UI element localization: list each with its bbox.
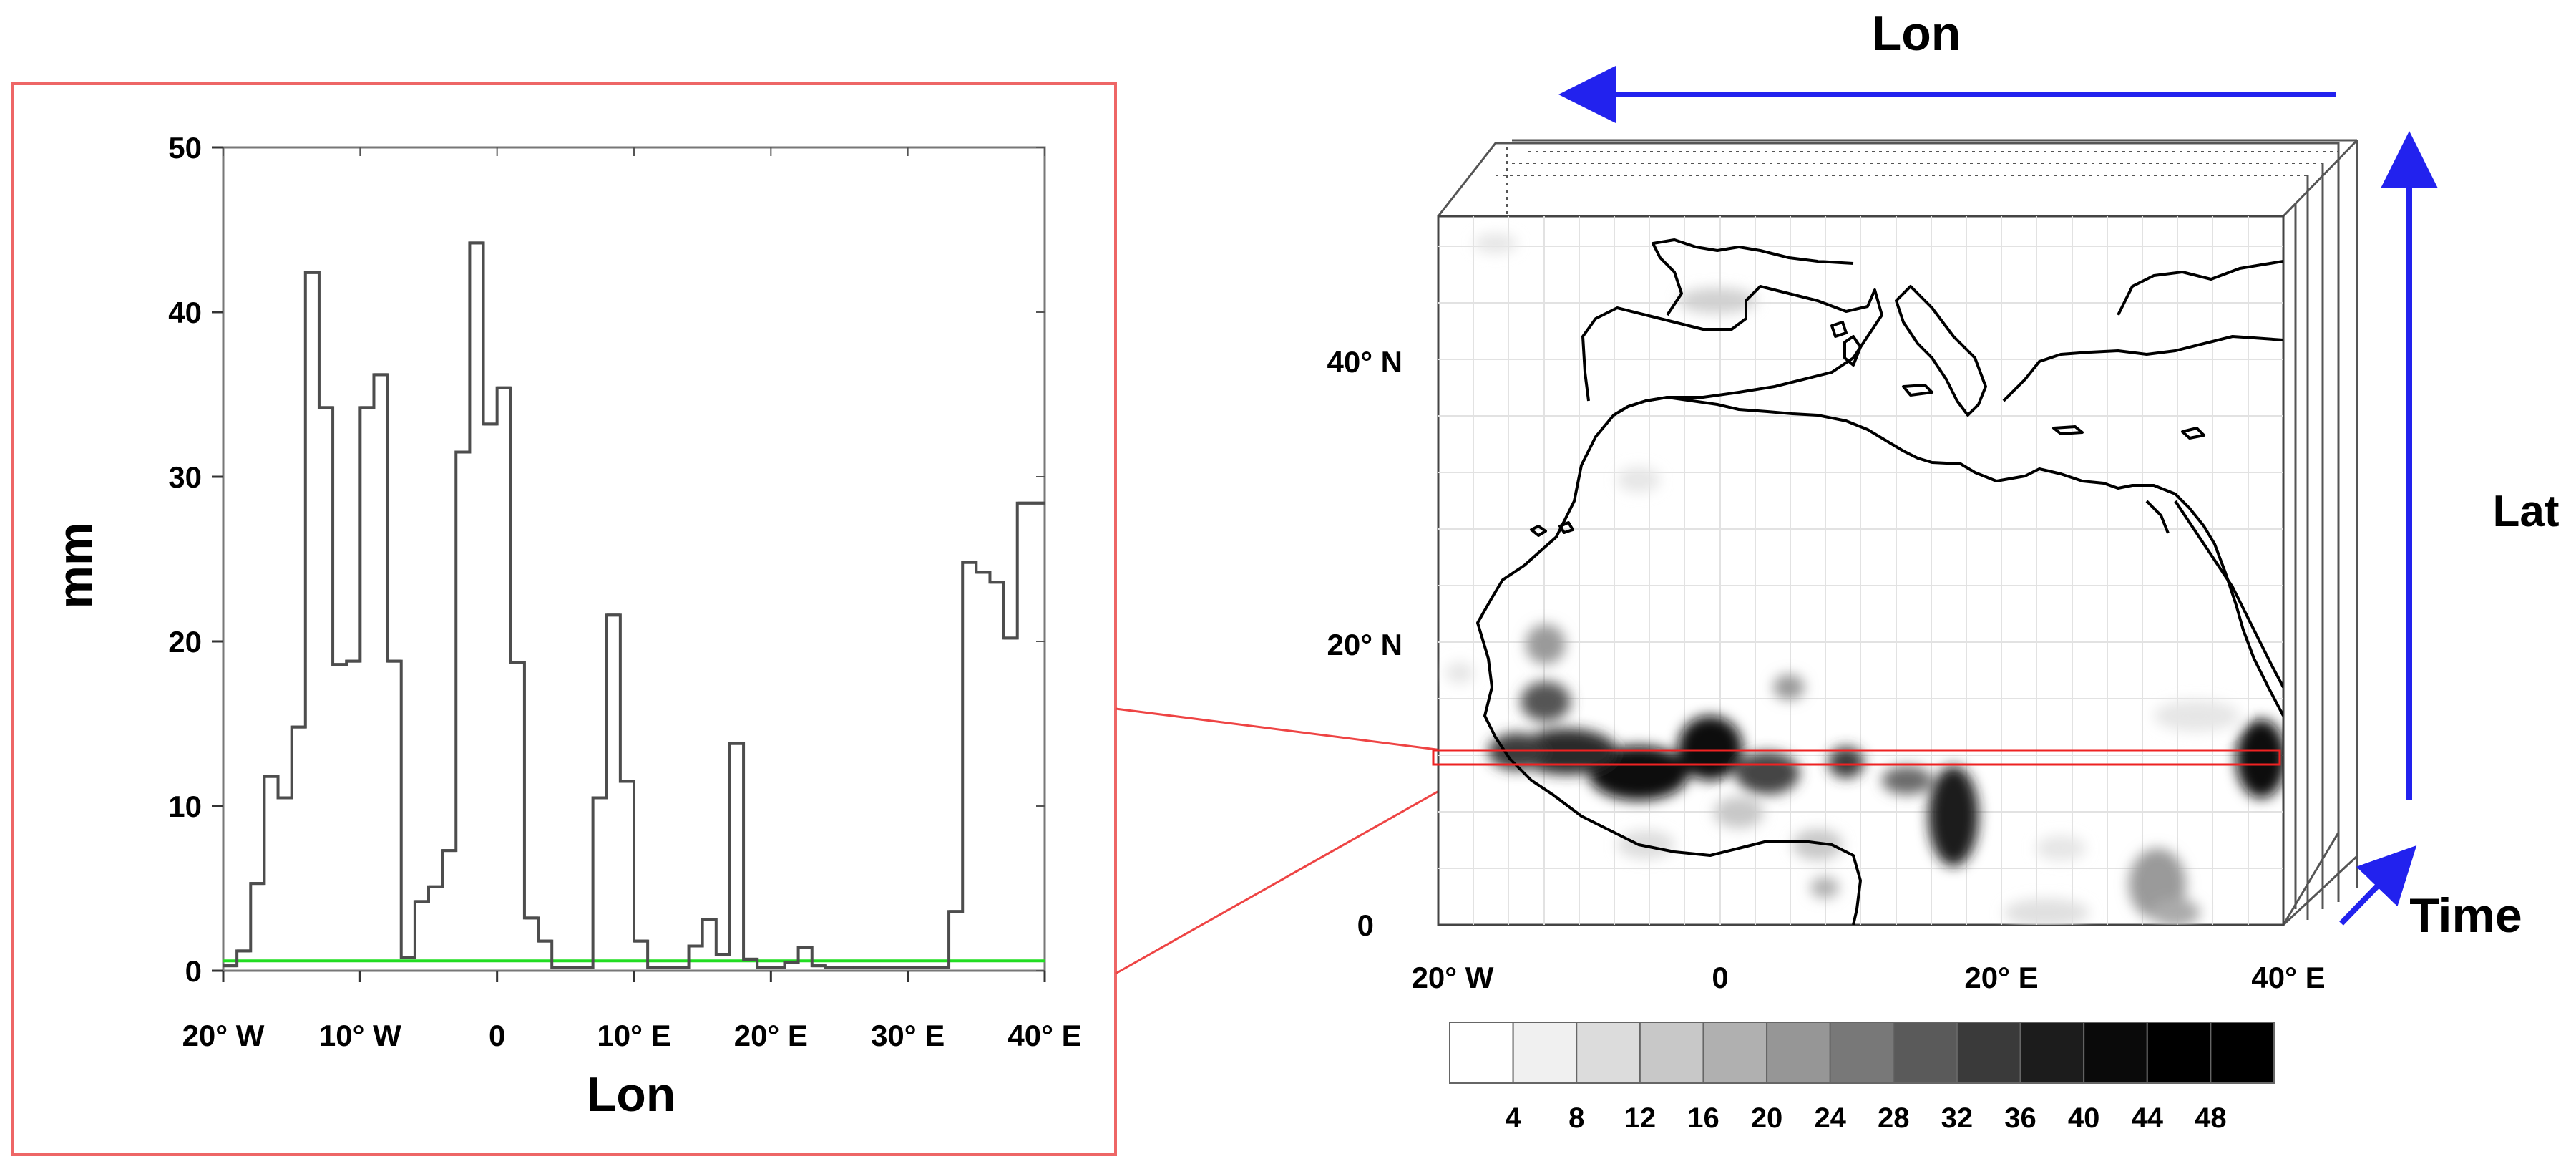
y-axis-ticks: 0 10 20 30 40 50	[168, 131, 1045, 988]
y-tick-label: 10	[168, 790, 202, 823]
inset-frame	[11, 82, 1117, 1156]
y-tick-label: 20	[168, 625, 202, 659]
colorbar-swatch	[1829, 1022, 1895, 1084]
colorbar-level-label: 28	[1878, 1102, 1910, 1134]
map-y-tick-40N: 40° N	[1327, 345, 1402, 379]
zoom-connector-bottom	[1115, 756, 1499, 975]
precipitation-map-panel: 40° N 20° N 0 20° W 0 20° E 40° E Lon La…	[1327, 6, 2559, 1134]
map-x-tick-20E: 20° E	[1964, 961, 2038, 994]
colorbar-level-label: 12	[1624, 1102, 1657, 1134]
colorbar-swatch	[1893, 1022, 1958, 1084]
colorbar-swatch	[1512, 1022, 1578, 1084]
colorbar-swatch	[1956, 1022, 2021, 1084]
colorbar-level-label: 36	[2004, 1102, 2036, 1134]
colorbar-swatch	[2146, 1022, 2212, 1084]
x-tick-label: 10° W	[319, 1019, 401, 1052]
colorbar-swatch	[1766, 1022, 1831, 1084]
colorbar-swatch	[1449, 1022, 1514, 1084]
colorbar-swatch	[1639, 1022, 1704, 1084]
y-tick-label: 40	[168, 296, 202, 329]
y-tick-label: 50	[168, 131, 202, 165]
x-tick-label: 20° E	[734, 1019, 808, 1052]
longitude-profile-panel: 0 10 20 30 40 50 20° W 10° W 0 10° E 20° E 30° E 40…	[11, 82, 1117, 1156]
series-layer	[223, 241, 1045, 969]
map-y-tick-20N: 20° N	[1327, 628, 1402, 661]
map-x-tick-40E: 40° E	[2251, 961, 2325, 994]
x-tick-label: 10° E	[597, 1019, 670, 1052]
x-axis-ticks: 20° W 10° W 0 10° E 20° E 30° E 40° E	[182, 147, 1082, 1052]
colorbar-level-label: 40	[2068, 1102, 2100, 1134]
x-tick-label: 0	[489, 1019, 505, 1052]
highlight-latitude-band	[1432, 749, 2281, 766]
x-axis-title: Lon	[587, 1067, 676, 1122]
map-x-tick-0: 0	[1712, 961, 1728, 994]
time-axis-title: Time	[2409, 888, 2522, 943]
colorbar-swatch	[1576, 1022, 1641, 1084]
map-y-tick-0: 0	[1357, 908, 1374, 942]
colorbar-swatch	[2083, 1022, 2148, 1084]
colorbar-swatch	[2019, 1022, 2085, 1084]
colorbar-level-label: 48	[2195, 1102, 2227, 1134]
x-tick-label: 20° W	[182, 1019, 265, 1052]
y-axis-title: mm	[48, 523, 102, 609]
colorbar-level-label: 16	[1687, 1102, 1719, 1134]
lat-axis-title: Lat	[2493, 487, 2560, 536]
colorbar-swatch	[1702, 1022, 1768, 1084]
colorbar-level-label: 32	[1941, 1102, 1974, 1134]
time-arrow	[2339, 845, 2417, 926]
colorbar-level-label: 24	[1814, 1102, 1846, 1134]
map-gridlines	[1438, 216, 2283, 925]
y-tick-label: 30	[168, 460, 202, 494]
colorbar-level-label: 20	[1751, 1102, 1783, 1134]
coastlines	[1476, 238, 2283, 925]
map-x-tick-20W: 20° W	[1412, 961, 1494, 994]
lon-axis-title: Lon	[1872, 6, 1961, 61]
colorbar-level-label: 44	[2132, 1102, 2164, 1134]
x-tick-label: 40° E	[1008, 1019, 1081, 1052]
colorbar-level-label: 4	[1505, 1102, 1521, 1134]
colorbar: 4 8 12 16 20 24 28 32 36 40 44 48	[1449, 1022, 2275, 1134]
colorbar-swatch	[2210, 1022, 2275, 1084]
x-tick-label: 30° E	[871, 1019, 945, 1052]
y-tick-label: 0	[185, 954, 202, 988]
colorbar-level-label: 8	[1568, 1102, 1584, 1134]
